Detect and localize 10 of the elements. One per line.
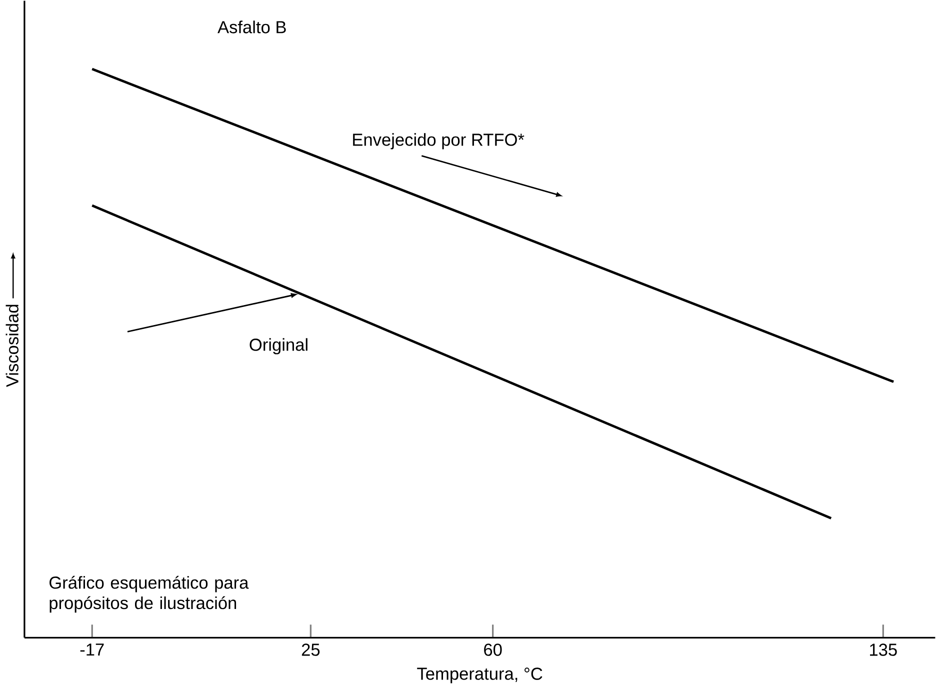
x-tick-label: -17 xyxy=(80,644,104,656)
series-label: Envejecido por RTFO* xyxy=(353,133,524,150)
chart-title: Asfalto B xyxy=(218,20,286,34)
x-tick-label: 135 xyxy=(870,644,897,656)
x-tick-label: 25 xyxy=(302,644,320,656)
x-tick-label: 60 xyxy=(484,644,502,656)
annotation: Gráfico esquemático para propósitos de ilustración xyxy=(50,576,249,613)
text: Original xyxy=(250,338,308,354)
x-axis-title: Temperatura, °C xyxy=(417,668,542,684)
y-axis-title: Viscosidad xyxy=(6,304,18,388)
